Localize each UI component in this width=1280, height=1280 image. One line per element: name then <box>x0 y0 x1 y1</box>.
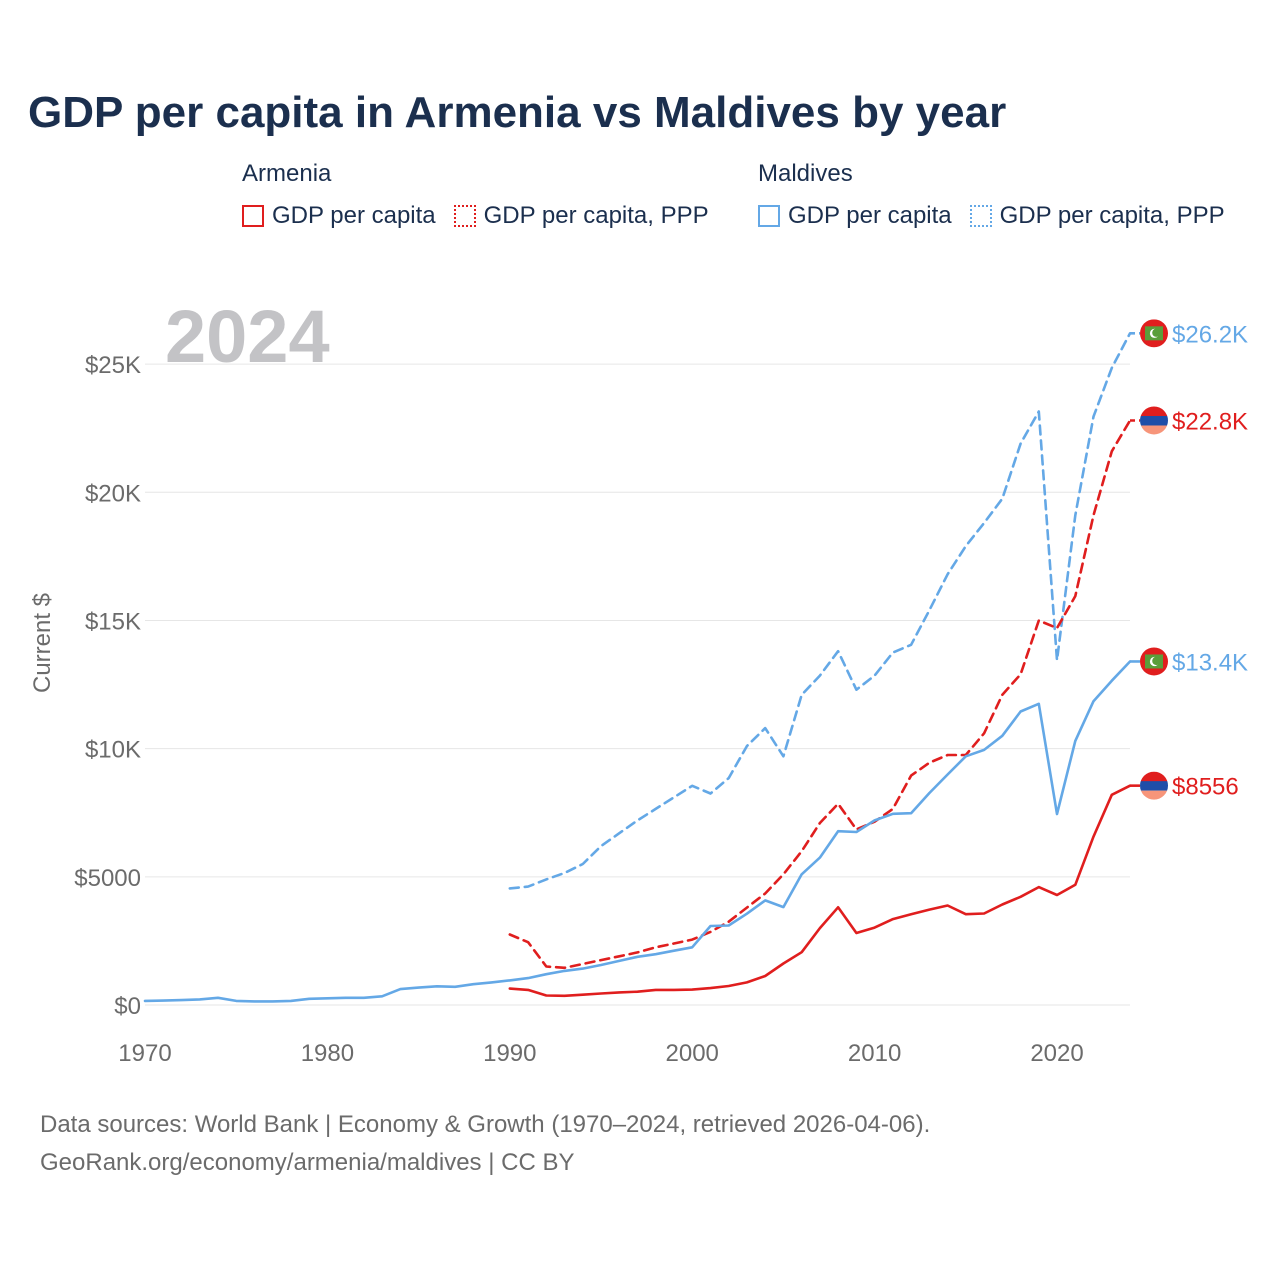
legend-swatch-armenia-solid <box>242 205 264 227</box>
armenia-gdp-ppp-line <box>508 419 1132 970</box>
y-tick-label: $10K <box>85 737 141 764</box>
gridlines <box>145 363 1130 1006</box>
maldives-gdp-line <box>143 660 1132 1003</box>
armenia-end-value-label: $8556 <box>1172 774 1239 801</box>
armenia-flag-icon <box>1140 771 1168 800</box>
legend-maldives-gdp[interactable]: GDP per capita <box>758 202 952 230</box>
x-tick-label: 2010 <box>848 1040 901 1067</box>
line-chart: 2024 $0 $5000 $10K $15K $20K $25K 1970 1980 1990… <box>29 295 1248 1067</box>
legend-label: GDP per capita, PPP <box>483 202 709 229</box>
source-note: Data sources: World Bank | Economy & Gro… <box>40 1106 930 1182</box>
legend-armenia-gdp-ppp[interactable]: GDP per capita, PPP <box>453 202 709 230</box>
x-tick-label: 1990 <box>483 1040 536 1067</box>
y-tick-label: $5000 <box>74 865 141 892</box>
legend-armenia-gdp[interactable]: GDP per capita <box>242 202 436 230</box>
y-tick-label: $20K <box>85 480 141 507</box>
axes: $0 $5000 $10K $15K $20K $25K 1970 1980 1990 2000 2… <box>74 352 1083 1067</box>
legend-label: GDP per capita, PPP <box>999 202 1225 229</box>
x-tick-label: 2000 <box>666 1040 719 1067</box>
legend-maldives-gdp-ppp[interactable]: GDP per capita, PPP <box>969 202 1225 230</box>
legend-armenia: Armenia GDP per capita GDP per capita, P… <box>242 160 727 230</box>
y-axis-label: Current $ <box>29 593 56 693</box>
x-tick-label: 1980 <box>301 1040 354 1067</box>
end-markers: $26.2K $22.8K $13.4K $8556 <box>1130 319 1248 801</box>
armenia-flag-icon <box>1140 406 1168 435</box>
legend-swatch-maldives-solid <box>758 205 780 227</box>
series-group <box>143 331 1132 1003</box>
legend-label: GDP per capita <box>272 202 436 229</box>
maldives-gdp-ppp-line <box>508 331 1132 890</box>
maldives-end-value-label: $26.2K <box>1172 321 1248 348</box>
chart-title: GDP per capita in Armenia vs Maldives by… <box>28 88 1007 137</box>
y-tick-label: $25K <box>85 352 141 379</box>
maldives-flag-icon <box>1140 319 1168 348</box>
y-tick-label: $15K <box>85 608 141 635</box>
armenia-end-value-label: $22.8K <box>1172 408 1248 435</box>
maldives-end-value-label: $13.4K <box>1172 649 1248 676</box>
year-watermark: 2024 <box>165 295 330 378</box>
legend-armenia-title: Armenia <box>242 160 332 187</box>
maldives-flag-icon <box>1140 647 1168 676</box>
source-line-1: Data sources: World Bank | Economy & Gro… <box>40 1111 931 1138</box>
armenia-gdp-line <box>508 784 1132 998</box>
x-tick-label: 2020 <box>1030 1040 1083 1067</box>
legend-swatch-maldives-dotted <box>969 205 992 227</box>
y-tick-label: $0 <box>114 993 141 1020</box>
legend-label: GDP per capita <box>788 202 952 229</box>
legend-maldives: Maldives GDP per capita GDP per capita, … <box>758 160 1225 230</box>
x-tick-label: 1970 <box>118 1040 171 1067</box>
legend-maldives-title: Maldives <box>758 160 853 187</box>
source-line-2: GeoRank.org/economy/armenia/maldives | C… <box>40 1149 575 1176</box>
legend-swatch-armenia-dotted <box>453 205 476 227</box>
